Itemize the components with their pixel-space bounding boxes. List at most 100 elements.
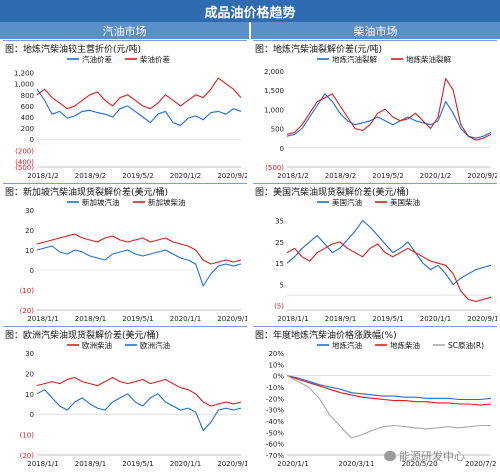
y-tick-label: (200)	[15, 147, 34, 155]
series-line	[36, 233, 242, 265]
legend-label: 汽油价差	[82, 54, 112, 64]
y-tick-label: 25	[275, 239, 284, 247]
y-tick-label: (20)	[20, 307, 35, 315]
series-line	[286, 375, 492, 401]
y-tick-label: 2,000	[264, 68, 284, 76]
y-tick-label: 0	[30, 267, 34, 275]
x-tick-label: 2020/1/1	[420, 315, 451, 323]
chart-panel-crack-china: 图：地炼汽柴油裂解价差(元/吨) 2,000 1,500 1,000 500 0 (500…	[253, 40, 499, 181]
chart-panel-us: 图：美国汽柴油现货裂解价差(美元/桶) 35 25 15 5 (5) 2018/1/1 20…	[253, 183, 499, 324]
legend-label: 欧洲汽油	[140, 340, 170, 350]
chart-svg: 20%10%0%-10%-20%-30%-40%-50%-60%-70%2020…	[266, 340, 500, 468]
y-tick-label: -20%	[266, 395, 284, 403]
legend-label: 地炼汽油	[332, 340, 362, 350]
chart-svg: 30 20 10 0 (10) (20)2018/1/1 2018/9/1 2019/5/1 2…	[20, 197, 249, 323]
chart-title: 图：地炼汽柴油裂解价差(元/吨)	[255, 45, 383, 55]
page-title: 成品油价格趋势	[0, 0, 500, 22]
watermark-text: 能源研发中心	[399, 450, 465, 463]
legend-label: 地炼柴油	[390, 340, 420, 350]
legend-label: 地炼汽油裂解	[332, 54, 377, 64]
y-tick-label: 10	[25, 247, 34, 255]
y-tick-label: -60%	[266, 441, 284, 449]
x-tick-label: 2018/1/2	[27, 172, 58, 180]
y-tick-label: 1,500	[264, 87, 284, 95]
y-tick-label: 20	[25, 370, 34, 378]
x-tick-label: 2020/1/1	[277, 460, 308, 468]
legend-label: 欧洲柴油	[82, 340, 112, 350]
y-tick-label: 200	[21, 125, 34, 133]
series-line	[36, 376, 242, 407]
y-tick-label: (500)	[15, 164, 34, 172]
y-tick-label: 800	[21, 92, 34, 100]
series-line	[36, 88, 242, 126]
y-tick-label: 20	[25, 227, 34, 235]
x-tick-label: 2020/1/2	[170, 172, 201, 180]
y-tick-label: (500)	[265, 164, 284, 172]
y-tick-label: 0	[280, 145, 284, 153]
x-tick-label: 2018/9/2	[75, 172, 106, 180]
legend-label: SC原油(R)	[448, 340, 484, 350]
series-line	[286, 375, 491, 439]
x-tick-label: 2020/1/1	[170, 315, 201, 323]
x-tick-label: 2020/9/1	[217, 460, 247, 468]
chart-svg: 30 20 10 0 (10) (20)2018/1/1 2018/9/1 2019/5/1 2…	[20, 340, 249, 468]
legend-label: 地炼柴油裂解	[406, 54, 451, 64]
x-tick-label: 2020/9/1	[467, 315, 497, 323]
legend-label: 新加坡汽油	[82, 197, 120, 207]
x-tick-label: 2018/9/2	[325, 172, 356, 180]
legend-label: 美国汽油	[332, 197, 362, 207]
x-tick-label: 2020/9/1	[217, 315, 247, 323]
y-tick-label: 0	[30, 136, 34, 144]
chart-svg: 35 25 15 5 (5) 2018/1/1 2018/9/1 2019/5/1 2020/1…	[274, 197, 499, 323]
y-tick-label: (5)	[274, 303, 284, 311]
x-tick-label: 2020/1/1	[170, 460, 201, 468]
x-tick-label: 2020/5/20	[402, 460, 438, 468]
y-tick-label: (10)	[20, 287, 35, 295]
x-tick-label: 2018/9/1	[75, 315, 106, 323]
y-tick-label: (10)	[20, 432, 35, 440]
x-tick-label: 2019/5/1	[372, 315, 403, 323]
legend-label: 美国柴油	[390, 197, 420, 207]
y-tick-label: (20)	[20, 452, 35, 460]
x-tick-label: 2018/1/2	[277, 172, 308, 180]
series-line	[36, 245, 242, 287]
chart-panel-europe: 图：欧洲汽柴油现货裂解价差(美元/桶) 30 20 10 0 (10) (20) 2018/…	[3, 326, 249, 469]
y-tick-label: 1,200	[14, 70, 34, 78]
y-tick-label: 5	[280, 281, 284, 289]
x-tick-label: 2019/5/2	[122, 172, 153, 180]
series-line	[36, 389, 242, 432]
x-tick-label: 2018/1/1	[277, 315, 308, 323]
diesel-section-header: 柴油市场	[251, 22, 500, 39]
wechat-icon	[384, 451, 396, 461]
y-tick-label: 20%	[268, 350, 284, 358]
legend-label: 柴油价差	[140, 54, 170, 64]
y-tick-label: 600	[21, 103, 34, 111]
x-tick-label: 2020/7/29	[465, 460, 497, 468]
y-tick-label: 0%	[273, 373, 284, 381]
y-tick-label: 35	[275, 218, 284, 226]
y-tick-label: 30	[25, 207, 34, 215]
series-line	[286, 375, 492, 406]
chart-title: 图：年度地炼汽柴油价格涨跌幅(%)	[255, 331, 397, 341]
chart-title: 图：新加坡汽柴油现货裂解价差(美元/桶)	[5, 188, 169, 198]
y-tick-label: 15	[275, 260, 284, 268]
chart-svg: 2,000 1,500 1,000 500 0 (500)2018/1/2 2018/9/2…	[264, 54, 499, 180]
x-tick-label: 2020/1/2	[420, 172, 451, 180]
x-tick-label: 2020/9/2	[467, 172, 497, 180]
x-tick-label: 2020/3/11	[338, 460, 374, 468]
y-tick-label: 1,000	[14, 81, 34, 89]
chart-panel-annual-change: 图：年度地炼汽柴油价格涨跌幅(%) 20% 10% 0% -10% -20% -30% -4…	[253, 326, 500, 469]
x-tick-label: 2020/9/2	[217, 172, 247, 180]
x-tick-label: 2019/5/1	[122, 315, 153, 323]
y-tick-label: -70%	[266, 452, 284, 460]
chart-svg: 1,2001,0008006004002000(200)(400)(500)20…	[14, 54, 249, 180]
chart-panel-singapore: 图：新加坡汽柴油现货裂解价差(美元/桶) 30 20 10 0 (10) (20) 2018…	[3, 183, 249, 324]
y-tick-label: -50%	[266, 429, 284, 437]
y-tick-label: 30	[25, 350, 34, 358]
y-tick-label: 1,000	[264, 106, 284, 114]
y-tick-label: 10%	[268, 361, 284, 369]
series-line	[36, 77, 242, 110]
y-tick-label: 400	[21, 114, 34, 122]
y-tick-label: 10	[25, 391, 34, 399]
y-tick-label: -10%	[266, 384, 284, 392]
